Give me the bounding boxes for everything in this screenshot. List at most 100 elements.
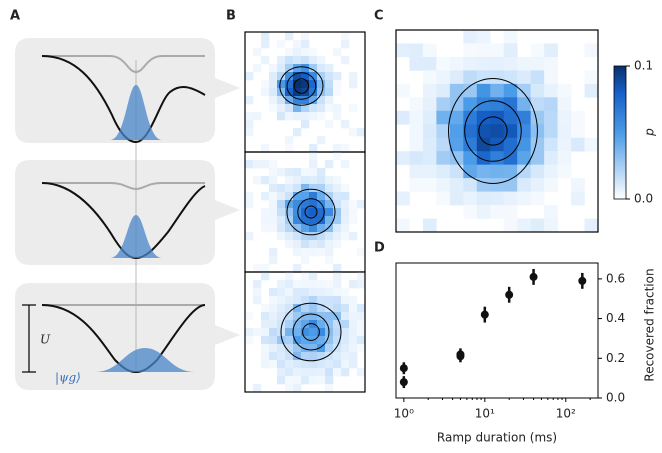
- heatmap-cell: [269, 344, 277, 352]
- heatmap-cell: [349, 312, 357, 320]
- heatmap-cell: [261, 208, 269, 216]
- heatmap-cell: [269, 248, 277, 256]
- heatmap-cell: [261, 32, 269, 40]
- heatmap-cell: [277, 192, 285, 200]
- heatmap-cell: [341, 360, 349, 368]
- heatmap-cell: [253, 160, 261, 168]
- heatmap-cell: [285, 280, 293, 288]
- heatmap-cell: [531, 138, 545, 152]
- heatmap-cell: [325, 352, 333, 360]
- heatmap-cell: [517, 178, 531, 192]
- heatmap-cell: [277, 200, 285, 208]
- heatmap-cell: [325, 232, 333, 240]
- heatmap-cell: [325, 224, 333, 232]
- heatmap-cell: [333, 304, 341, 312]
- heatmap-cell: [269, 304, 277, 312]
- heatmap-cell: [301, 256, 309, 264]
- heatmap-cell: [341, 328, 349, 336]
- heatmap-cell: [325, 368, 333, 376]
- y-axis-label: Recovered fraction: [643, 268, 657, 381]
- heatmap-cell: [477, 192, 491, 206]
- heatmap-cell: [301, 280, 309, 288]
- heatmap-cell: [463, 30, 477, 44]
- heatmap-cell: [396, 43, 410, 57]
- heatmap-cell: [285, 328, 293, 336]
- heatmap-cell: [269, 296, 277, 304]
- heatmap-cell: [285, 216, 293, 224]
- heatmap-cell: [245, 112, 253, 120]
- heatmap-cell: [450, 124, 464, 138]
- heatmap-cell: [450, 84, 464, 98]
- heatmap-cell: [245, 328, 253, 336]
- heatmap-cell: [277, 104, 285, 112]
- heatmap-cell: [309, 176, 317, 184]
- heatmap-cell: [285, 200, 293, 208]
- heatmap-cell: [269, 72, 277, 80]
- heatmap-cell: [293, 368, 301, 376]
- heatmap-cell: [317, 240, 325, 248]
- heatmap-cell: [349, 296, 357, 304]
- heatmap-cell: [341, 200, 349, 208]
- heatmap-cell: [301, 248, 309, 256]
- heatmap-cell: [325, 192, 333, 200]
- heatmap-cell: [261, 224, 269, 232]
- heatmap-cell: [544, 111, 558, 125]
- heatmap-cell: [253, 176, 261, 184]
- colorbar-label: p: [643, 128, 657, 137]
- heatmap-cell: [245, 232, 253, 240]
- heatmap-cell: [571, 138, 585, 152]
- heatmap-cell: [477, 43, 491, 57]
- heatmap-cell: [558, 111, 572, 125]
- data-point: [505, 291, 513, 299]
- heatmap-cell: [325, 120, 333, 128]
- heatmap-cell: [269, 256, 277, 264]
- heatmap-cell: [544, 97, 558, 111]
- heatmap-cell: [436, 138, 450, 152]
- data-point: [456, 352, 464, 360]
- heatmap-cell: [349, 232, 357, 240]
- heatmap-cell: [261, 176, 269, 184]
- potential-label: U: [40, 333, 51, 347]
- heatmap-cell: [531, 111, 545, 125]
- heatmap-cell: [423, 138, 437, 152]
- heatmap-cell: [357, 272, 365, 280]
- heatmap-cell: [396, 111, 410, 125]
- heatmap-cell: [301, 40, 309, 48]
- heatmap-cell: [325, 320, 333, 328]
- heatmap-cell: [423, 84, 437, 98]
- heatmap-cell: [269, 160, 277, 168]
- heatmap-cell: [277, 216, 285, 224]
- plot-frame: [396, 263, 598, 398]
- heatmap-cell: [463, 70, 477, 84]
- heatmap-cell: [293, 376, 301, 384]
- heatmap-cell: [269, 184, 277, 192]
- heatmap-cell: [309, 200, 317, 208]
- heatmap-cell: [341, 312, 349, 320]
- heatmap-cell: [325, 336, 333, 344]
- heatmap-cell: [245, 312, 253, 320]
- heatmap-cell: [571, 111, 585, 125]
- heatmap-cell: [477, 178, 491, 192]
- heatmap-cell: [463, 151, 477, 165]
- heatmap-cell: [309, 160, 317, 168]
- heatmap-cell: [325, 248, 333, 256]
- heatmap-cell: [277, 208, 285, 216]
- heatmap-cell: [349, 304, 357, 312]
- heatmap-cell: [341, 344, 349, 352]
- heatmap-cell: [585, 219, 599, 233]
- heatmap-cell: [544, 205, 558, 219]
- panel-label: C: [374, 9, 384, 24]
- heatmap-cell: [333, 152, 341, 160]
- heatmap-cell: [285, 144, 293, 152]
- heatmap-cell: [436, 165, 450, 179]
- heatmap-cell: [558, 151, 572, 165]
- heatmap-cell: [341, 160, 349, 168]
- heatmap-cell: [325, 88, 333, 96]
- heatmap-cell: [333, 328, 341, 336]
- heatmap-cell: [333, 240, 341, 248]
- heatmap-cell: [309, 104, 317, 112]
- heatmap-cell: [558, 165, 572, 179]
- heatmap-cell: [309, 248, 317, 256]
- heatmap-cell: [277, 168, 285, 176]
- heatmap-cell: [504, 178, 518, 192]
